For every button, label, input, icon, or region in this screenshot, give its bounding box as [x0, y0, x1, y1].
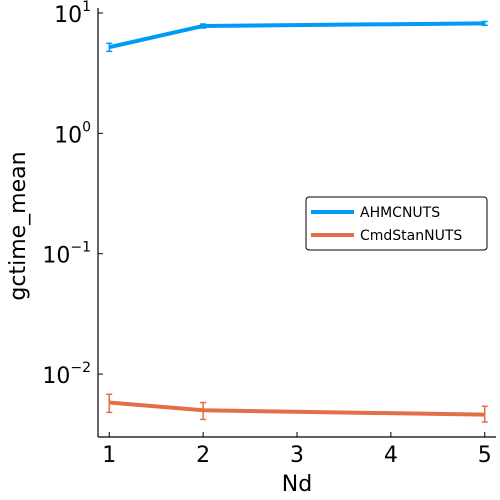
error-bar: [200, 401, 207, 421]
error-bar: [106, 42, 113, 53]
y-tick-label: 101: [54, 0, 91, 28]
x-ticks: 1 2 3 4 5: [102, 432, 492, 468]
x-axis-label: Nd: [282, 472, 312, 497]
legend-label: CmdStanNUTS: [360, 228, 462, 244]
y-tick-label: 10−2: [42, 360, 91, 389]
x-tick-label: 4: [384, 443, 398, 468]
x-tick-label: 3: [290, 443, 304, 468]
y-tick-label: 100: [54, 119, 91, 148]
series-line: [108, 21, 485, 50]
legend-label: AHMCNUTS: [360, 205, 440, 221]
error-bar: [481, 405, 488, 423]
x-tick-label: 2: [196, 443, 210, 468]
y-axis-label: gctime_mean: [6, 151, 31, 300]
error-bar: [481, 20, 488, 27]
x-tick-label: 5: [478, 443, 492, 468]
y-ticks: 101 100 10−1 10−2: [42, 0, 103, 389]
series-AHMCNUTS: [106, 20, 488, 53]
series-CmdStanNUTS: [106, 393, 488, 423]
error-bar: [200, 23, 207, 29]
series-line: [109, 400, 485, 417]
legend: AHMCNUTS CmdStanNUTS: [305, 196, 488, 251]
x-tick-label: 1: [102, 443, 116, 468]
y-tick-label: 10−1: [42, 240, 91, 269]
error-bar: [106, 393, 113, 414]
series-layer: [106, 20, 488, 423]
